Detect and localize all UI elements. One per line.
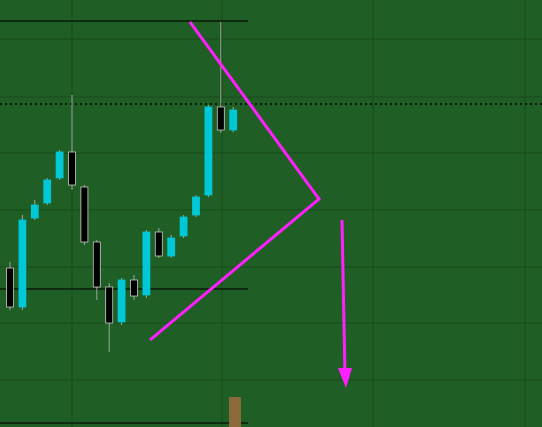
candle-body: [55, 151, 64, 179]
candle-body: [68, 151, 76, 186]
candles: [6, 22, 238, 352]
candle-body: [117, 279, 126, 323]
volume-bar: [229, 397, 241, 427]
candle-body: [167, 237, 176, 257]
candle-body: [142, 231, 151, 296]
candle-body: [43, 179, 52, 204]
candle-body: [204, 106, 213, 196]
candle-body: [179, 216, 188, 237]
candle-body: [105, 286, 114, 324]
candle-body: [229, 109, 238, 131]
candle-body: [6, 267, 14, 308]
candle-body: [192, 196, 200, 216]
candle-body: [30, 204, 39, 219]
annotations: [149, 21, 352, 388]
candle-body: [80, 186, 89, 243]
candle-body: [154, 231, 163, 257]
candle-body: [216, 106, 225, 131]
wedge-drawing: [149, 21, 322, 342]
candle-body: [130, 279, 138, 297]
arrow-head: [338, 368, 352, 388]
candle-body: [92, 241, 101, 288]
candle-body: [18, 219, 27, 308]
arrow-shaft: [340, 219, 347, 377]
